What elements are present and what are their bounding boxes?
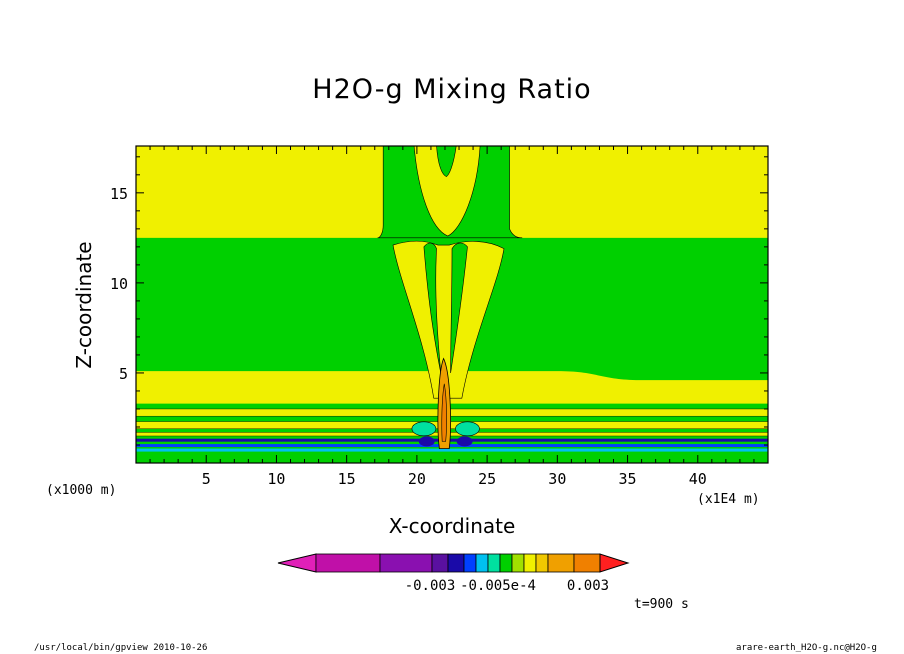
cyan-band (136, 448, 768, 452)
dark-swirl-right (456, 436, 473, 447)
blue-band-2 (136, 444, 768, 448)
colorbar-label: -0.003 (405, 578, 456, 594)
colorbar-swatch (511, 553, 525, 573)
y-axis-label: Z-coordinate (72, 241, 96, 369)
colorbar-swatch (573, 553, 601, 573)
colorbar-swatch (487, 553, 501, 573)
colorbar-swatch (475, 553, 489, 573)
colorbar-right-arrow (599, 553, 630, 573)
colorbar-swatch (315, 553, 381, 573)
chart-title: H2O-g Mixing Ratio (312, 74, 592, 105)
dark-swirl-left (418, 436, 435, 447)
footer-right: arare-earth_H2O-g.nc@H2O-g (736, 643, 877, 653)
footer-left: /usr/local/bin/gpview 2010-10-26 (34, 643, 208, 653)
y-tick-label: 15 (110, 185, 128, 203)
y-tick-label: 10 (110, 275, 128, 293)
colorbar-swatch (523, 553, 537, 573)
colorbar-swatch (535, 553, 549, 573)
colorbar-swatch (463, 553, 477, 573)
x-tick-label: 10 (267, 470, 285, 488)
colorbar-label: 0.003 (567, 578, 609, 594)
plume-upper-green-core (436, 145, 457, 177)
y-axis-ticks: 5 10 15 (110, 156, 768, 446)
colorbar-swatch (547, 553, 575, 573)
frame-border (135, 145, 769, 464)
x-tick-label: 15 (338, 470, 356, 488)
colorbar-swatch (379, 553, 433, 573)
x-axis-label: X-coordinate (388, 514, 516, 538)
x-tick-label: 35 (619, 470, 637, 488)
x-tick-label: 5 (202, 470, 211, 488)
x-tick-label: 30 (548, 470, 566, 488)
x-tick-label: 25 (478, 470, 496, 488)
y-unit-label: (x1000 m) (46, 483, 117, 498)
swirl-right (455, 421, 480, 437)
colorbar-swatch (431, 553, 449, 573)
plume-stem-green-right (450, 242, 468, 373)
plume-stem-green-left (423, 242, 442, 374)
x-tick-label: 20 (408, 470, 426, 488)
colorbar-label: -0.005e-4 (460, 578, 536, 594)
colorbar: -0.003 -0.005e-4 0.003 (277, 553, 630, 594)
core-inner (441, 383, 447, 442)
colorbar-left-arrow (277, 553, 317, 573)
blue-band (136, 438, 768, 442)
colorbar-swatch (447, 553, 465, 573)
x-tick-label: 40 (689, 470, 707, 488)
thin-band-1 (135, 421, 769, 429)
colorbar-swatch (499, 553, 513, 573)
thin-band-2 (135, 432, 769, 437)
time-label: t=900 s (634, 597, 689, 612)
thin-band-0 (135, 408, 769, 417)
axes-frame (135, 145, 769, 464)
plume-stem (392, 240, 505, 399)
y-tick-label: 5 (119, 365, 128, 383)
swirl-left (411, 421, 437, 437)
plume-upper-yellow (413, 145, 481, 237)
contour-field (135, 145, 769, 463)
x-unit-label: (x1E4 m) (697, 492, 760, 507)
x-axis-ticks: 5 10 15 20 25 30 35 40 (149, 146, 755, 488)
